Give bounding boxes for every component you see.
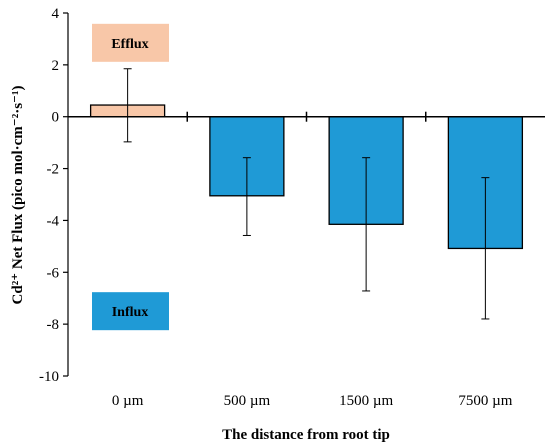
annotation-label-efflux: Efflux <box>111 37 148 52</box>
y-tick-label-1: -8 <box>47 317 60 333</box>
y-tick-label-5: 0 <box>52 110 60 126</box>
annotation-box-efflux <box>92 23 169 62</box>
axes-layer <box>63 12 545 377</box>
x-axis-title: The distance from root tip <box>222 427 390 443</box>
x-tick-label-0: 0 µm <box>112 393 144 409</box>
x-tick-label-2: 1500 µm <box>339 393 393 409</box>
error-bars-layer <box>123 68 490 320</box>
y-tick-labels: -10 -8 -6 -4 -2 0 2 4 <box>39 6 60 385</box>
y-tick-label-0: -10 <box>39 369 59 385</box>
annotation-layer: Efflux Influx <box>92 23 169 331</box>
y-tick-label-6: 2 <box>52 58 60 74</box>
x-tick-label-1: 500 µm <box>224 393 271 409</box>
y-tick-label-3: -4 <box>47 213 60 229</box>
y-tick-label-7: 4 <box>52 6 60 22</box>
x-tick-labels: 0 µm 500 µm 1500 µm 7500 µm <box>112 393 513 409</box>
x-tick-label-3: 7500 µm <box>458 393 512 409</box>
y-tick-label-4: -2 <box>47 162 60 178</box>
annotation-label-influx: Influx <box>112 305 149 320</box>
y-axis-title: Cd²⁺ Net Flux (pico mol·cm⁻²·s⁻¹) <box>10 86 26 305</box>
y-tick-label-2: -6 <box>47 265 60 281</box>
annotation-box-influx <box>92 292 169 331</box>
